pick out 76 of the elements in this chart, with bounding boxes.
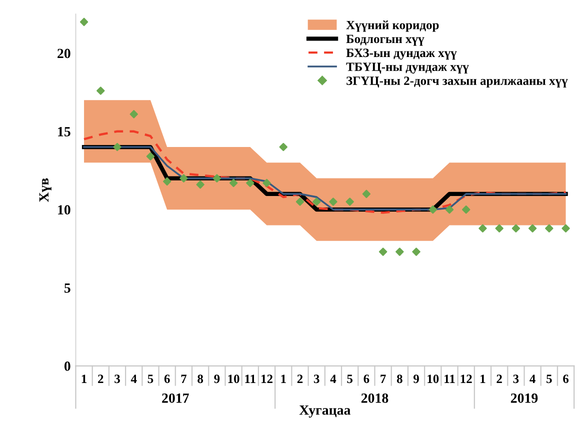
point [113,142,122,152]
x-tick-label: 8 [198,374,204,384]
legend-label: Хүүний коридор [346,20,439,32]
x-tick-label: 5 [148,374,154,384]
y-tick-label: 5 [64,283,70,293]
x-tick-label: 1 [82,374,87,383]
x-tick-label: 1 [480,374,486,383]
x-tick-label: 8 [396,374,402,384]
x-tick-label: 2 [496,374,502,383]
x-tick-label: 4 [130,374,137,383]
x-tick-label: 2 [297,374,303,383]
point [412,248,420,256]
y-axis-title: Хүв [39,178,52,202]
x-tick-label: 6 [563,374,569,384]
text: 2017 [162,393,189,403]
x-tick-label: 4 [330,374,336,383]
point [378,248,388,256]
x-tick-label: 7 [181,374,187,383]
point [362,190,371,198]
point [279,142,288,152]
point [96,86,105,95]
point [162,177,172,186]
x-tick-label: 9 [214,374,220,384]
x-tick-label: 10 [428,374,439,384]
point [562,224,570,232]
legend-label: ЗГҮЦ-ны 2-догч захын арилжааны хүү [346,76,568,88]
y-tick-label: 0 [64,362,70,371]
point [396,248,404,256]
point [528,224,537,232]
point [495,224,504,232]
point [346,198,354,206]
point [445,205,454,214]
x-tick-label: 2 [98,374,104,383]
point [246,178,254,188]
text: 2018 [361,393,388,403]
point [196,180,204,189]
x-tick-label: 7 [380,374,386,383]
x-tick-label: 9 [413,374,419,384]
y-tick-label: 15 [58,127,70,136]
point [296,198,304,206]
legend-label: Бодлогын хүү [346,34,424,46]
legend-label: БХЗ-ын дундаж хүү [346,48,457,60]
x-tick-label: 12 [460,374,472,383]
point [462,205,470,214]
point [545,224,554,232]
point [229,178,238,188]
x-axis-title: Хугацаа [299,406,350,418]
x-tick-label: 12 [262,374,272,383]
legend-label: ТБҮЦ-ны дундаж хүү [346,62,469,74]
x-tick-label: 11 [245,374,256,383]
x-tick-label: 3 [513,374,519,384]
x-tick-label: 3 [114,374,120,384]
point [80,18,88,26]
text: 2019 [510,393,538,403]
point [329,198,338,206]
point [212,174,222,182]
x-tick-label: 1 [281,374,286,383]
point [312,198,321,206]
point [428,205,437,214]
x-tick-label: 5 [347,374,352,384]
x-tick-label: 3 [314,374,320,384]
y-tick-label: 10 [58,205,70,215]
point [262,178,271,188]
x-tick-label: 6 [164,374,170,384]
x-tick-label: 6 [364,374,370,384]
point [478,224,487,232]
x-tick-label: 5 [546,374,552,384]
point [146,152,155,161]
y-tick-label: 20 [58,48,70,58]
x-tick-label: 10 [228,374,240,384]
x-tick-label: 11 [444,374,455,383]
point [130,110,138,118]
x-tick-label: 4 [530,374,536,383]
point [180,174,188,182]
line-series [82,130,567,214]
point [512,224,520,232]
